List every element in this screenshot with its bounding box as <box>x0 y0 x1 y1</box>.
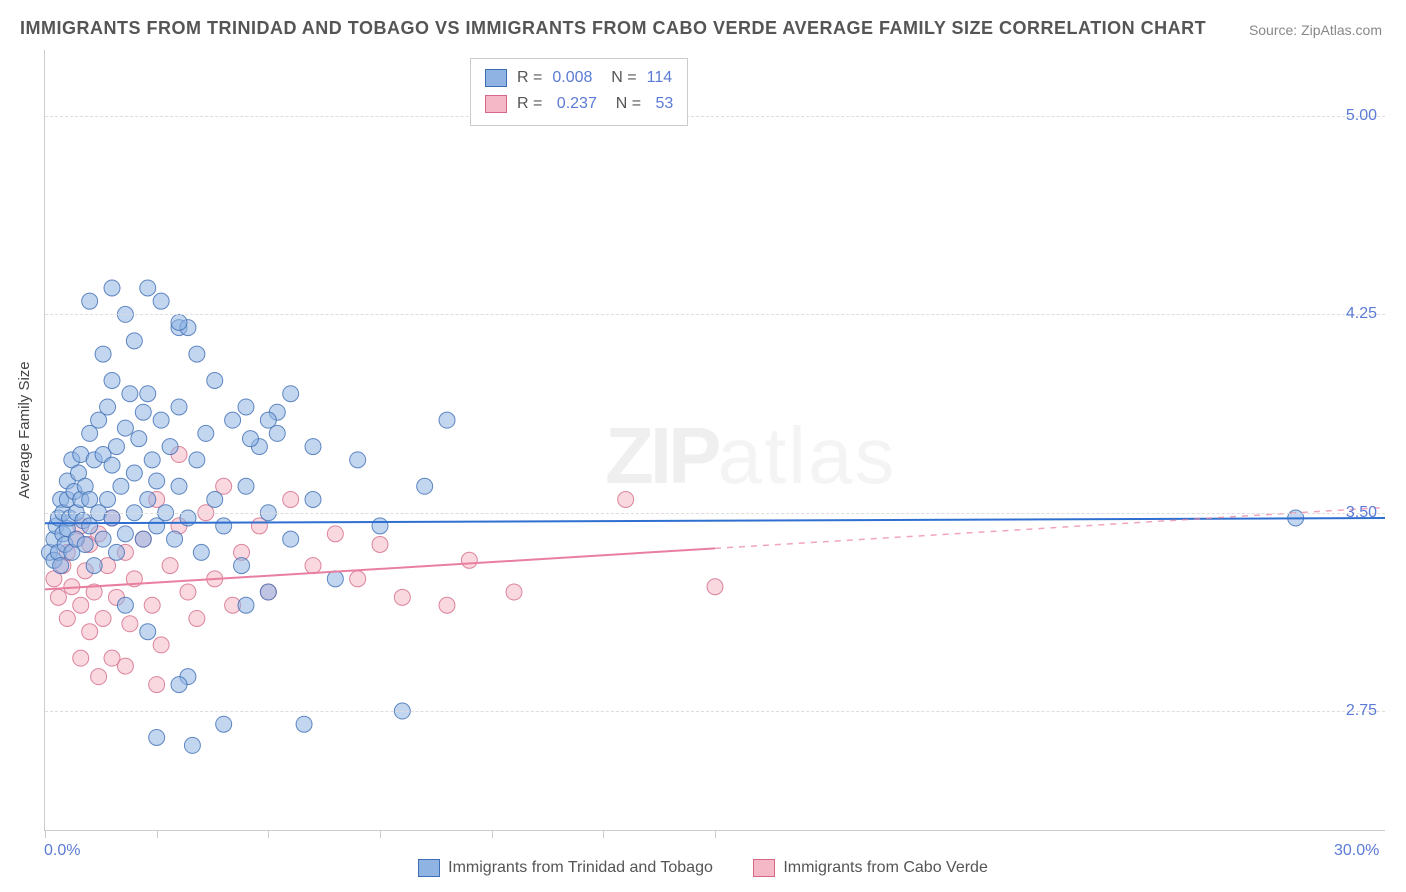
legend-swatch-2 <box>753 859 775 877</box>
legend-swatch-1 <box>418 859 440 877</box>
legend-label-2: Immigrants from Cabo Verde <box>783 859 988 877</box>
y-tick-label: 5.00 <box>1346 107 1377 125</box>
stats-row-series-1: R =0.008 N =114 <box>485 65 673 91</box>
y-tick-label: 2.75 <box>1346 702 1377 720</box>
legend-item-2: Immigrants from Cabo Verde <box>753 859 988 877</box>
y-axis-label: Average Family Size <box>16 361 33 498</box>
x-axis-label: 0.0% <box>44 842 80 860</box>
plot-area: ZIPatlas 2.753.504.255.00 <box>44 50 1385 831</box>
r-value-1: 0.008 <box>552 65 592 91</box>
n-value-2: 53 <box>651 91 673 117</box>
y-tick-label: 4.25 <box>1346 305 1377 323</box>
chart-svg <box>45 50 1385 830</box>
legend-item-1: Immigrants from Trinidad and Tobago <box>418 859 713 877</box>
n-value-1: 114 <box>647 65 673 91</box>
swatch-series-1 <box>485 69 507 87</box>
swatch-series-2 <box>485 95 507 113</box>
y-tick-label: 3.50 <box>1346 504 1377 522</box>
source-label: Source: ZipAtlas.com <box>1249 22 1382 38</box>
r-value-2: 0.237 <box>552 91 597 117</box>
x-axis-label: 30.0% <box>1334 842 1379 860</box>
chart-title: IMMIGRANTS FROM TRINIDAD AND TOBAGO VS I… <box>20 18 1206 39</box>
legend-bottom: Immigrants from Trinidad and Tobago Immi… <box>0 859 1406 882</box>
stats-legend-box: R =0.008 N =114 R = 0.237 N = 53 <box>470 58 688 126</box>
stats-row-series-2: R = 0.237 N = 53 <box>485 91 673 117</box>
legend-label-1: Immigrants from Trinidad and Tobago <box>448 859 713 877</box>
